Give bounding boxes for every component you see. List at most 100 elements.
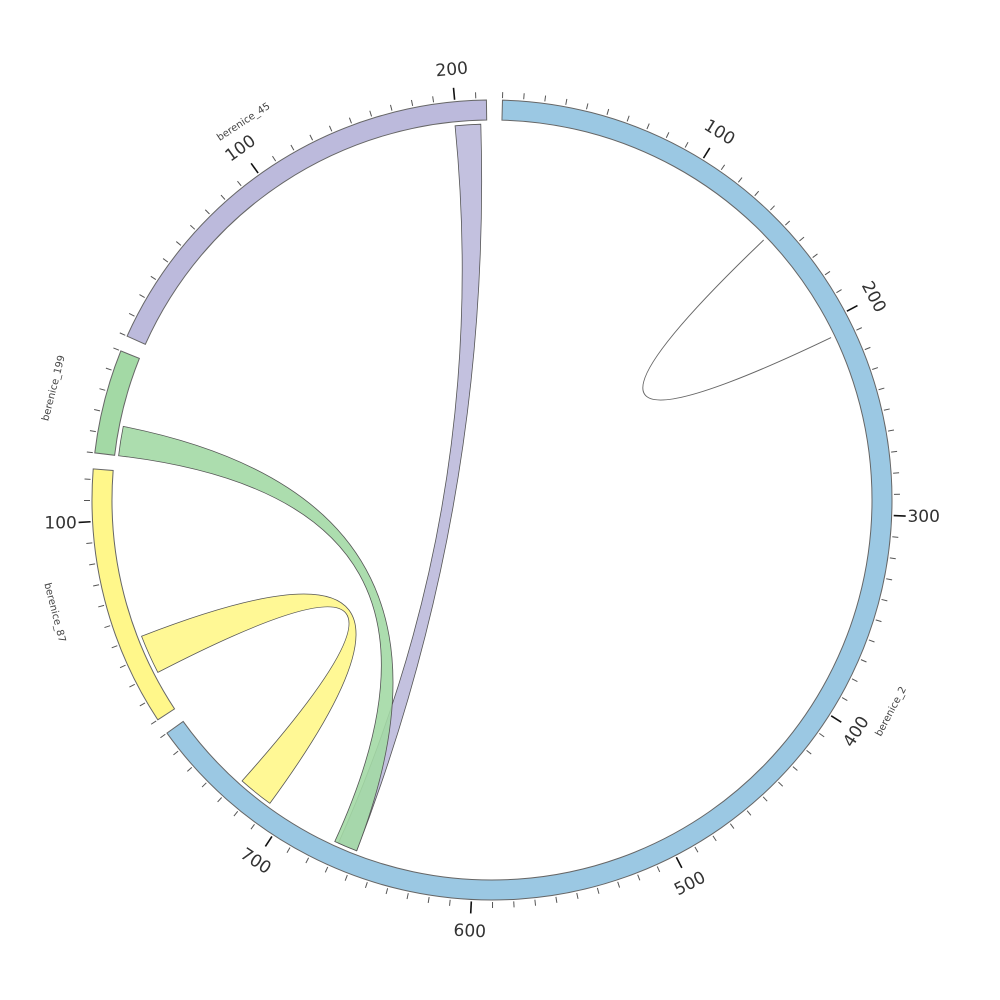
tick-mark — [89, 563, 96, 566]
tick-label-berenice-2: 600 — [453, 921, 486, 943]
tick-mark — [694, 846, 699, 853]
tick-mark — [93, 584, 100, 587]
tick-label-berenice-2: 400 — [839, 713, 873, 751]
links-group — [118, 123, 832, 852]
major-tick — [702, 147, 711, 159]
tick-mark — [150, 720, 157, 725]
tick-mark — [129, 683, 135, 688]
tick-mark — [762, 796, 768, 802]
segment-arc-berenice-199 — [94, 350, 141, 456]
tick-mark — [792, 766, 798, 771]
major-tick — [469, 901, 473, 914]
tick-mark — [565, 98, 568, 105]
tick-mark — [856, 327, 863, 331]
segment-arc-berenice-45 — [126, 99, 488, 346]
tick-mark — [878, 387, 885, 391]
tick-mark — [139, 702, 146, 707]
tick-mark — [389, 104, 393, 111]
tick-mark — [576, 892, 579, 899]
tick-mark — [89, 430, 96, 433]
tick-mark — [770, 205, 775, 211]
tick-mark — [892, 536, 899, 538]
tick-mark — [737, 177, 743, 183]
tick-mark — [872, 367, 879, 370]
tick-mark — [887, 429, 895, 432]
tick-mark — [806, 749, 812, 755]
tick-mark — [290, 144, 295, 151]
tick-mark — [586, 103, 589, 110]
tick-mark — [875, 619, 882, 623]
tick-mark — [860, 659, 867, 663]
tick-mark — [819, 732, 825, 738]
tick-mark — [139, 294, 145, 299]
tick-mark — [534, 899, 537, 906]
tick-mark — [729, 823, 735, 829]
tick-mark — [220, 194, 226, 200]
link-berenice-87-to-berenice-2 — [141, 593, 357, 804]
tick-mark — [626, 115, 630, 122]
tick-mark — [720, 164, 726, 171]
tick-mark — [86, 542, 93, 545]
segment-arc-berenice-87 — [91, 468, 176, 721]
tick-mark — [555, 896, 558, 903]
tick-mark — [746, 810, 752, 816]
tick-mark — [233, 811, 239, 817]
tick-mark — [113, 347, 120, 351]
tick-mark — [889, 557, 896, 560]
tick-mark — [883, 408, 890, 411]
tick-mark — [217, 797, 223, 803]
tick-mark — [309, 134, 314, 141]
tick-mark — [173, 750, 179, 756]
segment-label-berenice-2: berenice_2 — [874, 685, 909, 738]
tick-label-berenice-2: 500 — [671, 868, 709, 901]
tick-mark — [427, 896, 430, 904]
tick-mark — [665, 132, 670, 138]
tick-mark — [286, 847, 291, 854]
tick-mark — [369, 110, 373, 117]
tick-mark — [364, 882, 368, 889]
tick-mark — [160, 733, 166, 739]
tick-label-berenice-2: 200 — [857, 278, 890, 316]
tick-mark — [646, 123, 650, 130]
tick-mark — [799, 236, 805, 242]
tick-mark — [237, 180, 242, 187]
tick-mark — [754, 190, 760, 197]
major-tick — [452, 87, 456, 100]
tick-mark — [190, 224, 196, 230]
major-tick — [264, 835, 273, 847]
tick-mark — [104, 625, 111, 629]
tick-mark — [105, 367, 112, 371]
tick-mark — [86, 451, 93, 454]
tick-mark — [596, 887, 600, 894]
tick-mark — [864, 346, 871, 351]
link-berenice-45-to-berenice-2 — [337, 123, 483, 852]
tick-mark — [881, 598, 888, 602]
link-berenice-2-to-berenice-2 — [642, 239, 832, 401]
major-tick — [675, 856, 683, 869]
tick-mark — [617, 881, 621, 888]
tick-mark — [684, 141, 689, 148]
tick-mark — [94, 409, 101, 412]
major-tick — [830, 715, 842, 723]
segment-arc-berenice-2 — [166, 99, 893, 901]
tick-mark — [175, 241, 182, 246]
tick-mark — [637, 874, 641, 881]
tick-mark — [385, 888, 389, 895]
major-tick — [846, 304, 858, 312]
tick-mark — [162, 258, 169, 263]
tick-mark — [272, 155, 277, 162]
tick-mark — [119, 664, 126, 669]
tick-mark — [150, 275, 157, 280]
tick-mark — [868, 639, 875, 643]
tick-mark — [328, 125, 333, 132]
tick-mark — [204, 209, 210, 215]
tick-mark — [656, 866, 661, 873]
segment-label-berenice-199: berenice_199 — [40, 354, 67, 422]
tick-mark — [824, 271, 831, 276]
tick-mark — [432, 96, 435, 103]
tick-mark — [778, 781, 784, 787]
tick-mark — [128, 313, 135, 317]
tick-mark — [111, 645, 118, 649]
